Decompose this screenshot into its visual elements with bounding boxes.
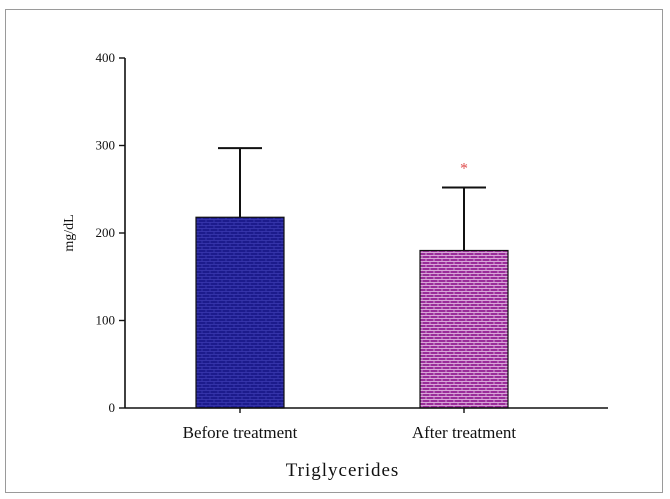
y-tick-label: 200	[96, 225, 116, 240]
axes-layer: 0 100 200 300 400 Before treatment After treat…	[96, 50, 608, 442]
bar	[195, 216, 285, 409]
y-tick-label: 300	[96, 138, 116, 153]
x-tick-label: Before treatment	[183, 423, 298, 442]
y-tick-label: 400	[96, 50, 116, 65]
x-axis-title: Triglycerides	[286, 460, 400, 481]
y-tick-label: 0	[109, 400, 116, 415]
bars-layer: *	[195, 147, 509, 409]
y-tick-label: 100	[96, 313, 116, 328]
y-axis-title: mg/dL	[62, 214, 77, 251]
x-tick-label: After treatment	[412, 423, 517, 442]
chart-frame	[5, 9, 663, 493]
significance-marker: *	[460, 161, 468, 178]
bar	[419, 249, 509, 409]
